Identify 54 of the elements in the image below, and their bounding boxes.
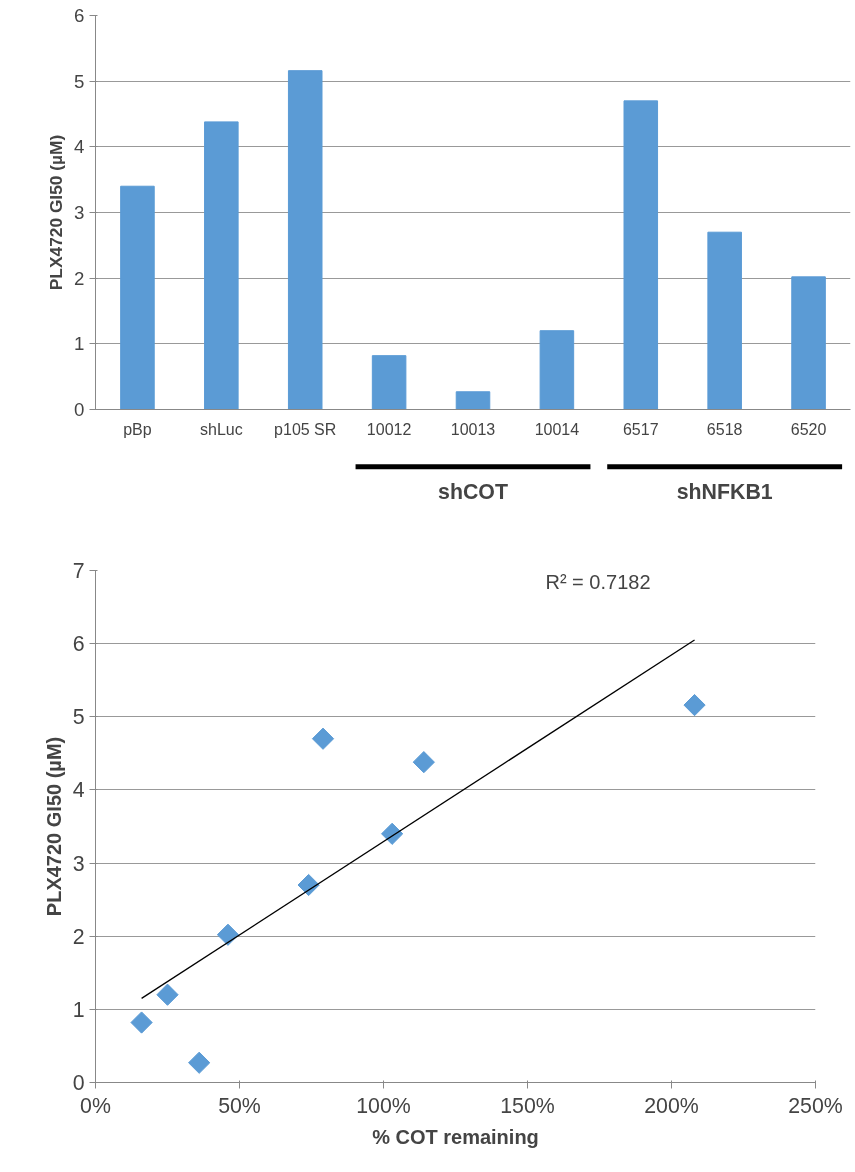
y-axis-title: PLX4720 GI50 (µM) [42, 736, 65, 917]
point [216, 923, 240, 946]
x-tick-label: 150% [500, 1093, 555, 1118]
x-tick-label: 250% [788, 1093, 843, 1118]
x-tick-label: pBp [123, 420, 152, 438]
y-tick-label: 1 [72, 997, 85, 1022]
point [130, 1011, 153, 1034]
bar [120, 185, 155, 410]
y-tick-label: 7 [72, 559, 85, 583]
y-tick-label: 4 [74, 136, 85, 158]
bar [539, 330, 575, 410]
bar [455, 391, 491, 410]
y-tick-label: 6 [74, 5, 85, 26]
point [683, 693, 706, 717]
x-tick-label: 50% [218, 1093, 261, 1118]
bar [707, 231, 742, 410]
y-tick-label: 4 [72, 778, 85, 803]
point [311, 727, 335, 750]
x-tick-label: shLuc [199, 420, 243, 438]
x-tick-label: p105 SR [274, 420, 337, 438]
y-tick-label: 5 [72, 705, 85, 730]
y-tick-label: 2 [74, 267, 85, 289]
point [381, 822, 404, 845]
annotation: R² = 0.7182 [545, 570, 651, 593]
x-tick-label: 6520 [790, 420, 827, 438]
point [412, 751, 435, 774]
text: shNFKB1 [676, 480, 773, 505]
x-tick-label: 6518 [706, 420, 743, 438]
point [188, 1051, 211, 1074]
y-tick-label: 1 [74, 333, 85, 355]
point [297, 873, 320, 897]
x-tick-label: 100% [356, 1093, 411, 1118]
y-tick-label: 3 [72, 851, 85, 876]
x-tick-label: 10012 [366, 420, 412, 438]
y-tick-label: 3 [74, 202, 85, 223]
text: shCOT [438, 480, 508, 505]
x-tick-label: 6517 [622, 420, 659, 438]
y-axis-title: PLX4720 GI50 (µM) [46, 134, 67, 291]
y-tick-label: 0 [72, 1071, 85, 1095]
bar [623, 100, 659, 410]
y-tick-label: 2 [72, 924, 85, 949]
bar [287, 70, 323, 410]
x-tick-label: 10014 [534, 420, 580, 438]
x-tick-label: 10013 [450, 420, 496, 438]
bar [371, 355, 407, 410]
bar [791, 276, 826, 410]
y-tick-label: 5 [74, 70, 85, 92]
y-tick-label: 0 [74, 399, 85, 420]
x-axis-title: % COT remaining [372, 1125, 539, 1148]
bar [204, 121, 239, 410]
point [156, 983, 179, 1006]
y-tick-label: 6 [72, 632, 85, 657]
x-tick-label: 200% [644, 1093, 699, 1118]
x-tick-label: 0% [80, 1093, 111, 1118]
